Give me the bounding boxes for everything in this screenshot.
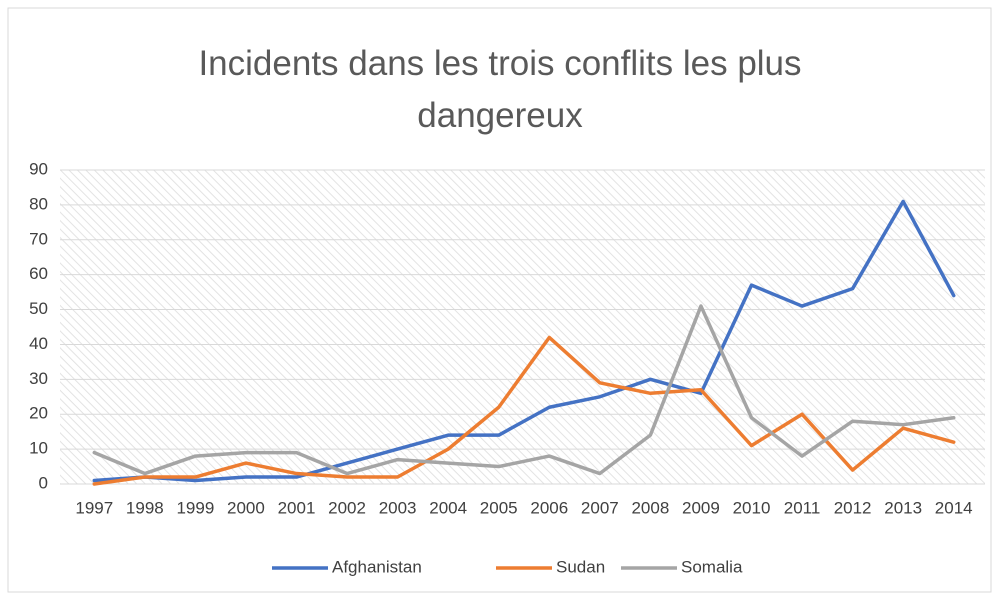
legend-label: Afghanistan: [332, 557, 422, 576]
x-tick-label: 2004: [429, 498, 467, 517]
legend-label: Somalia: [681, 557, 743, 576]
y-tick-label: 40: [29, 334, 48, 353]
data-line: [92, 335, 956, 486]
x-tick-label: 2014: [935, 498, 973, 517]
x-tick-label: 2013: [884, 498, 922, 517]
y-tick-label: 20: [29, 404, 48, 423]
x-tick-label: 2009: [682, 498, 720, 517]
x-tick-label: 2010: [733, 498, 771, 517]
x-tick-label: 2001: [278, 498, 316, 517]
data-line: [92, 199, 956, 483]
x-tick-label: 2007: [581, 498, 619, 517]
y-tick-label: 70: [29, 229, 48, 248]
y-tick-label: 30: [29, 369, 48, 388]
legend-label: Sudan: [556, 557, 605, 576]
y-tick-label: 10: [29, 439, 48, 458]
y-tick-label: 80: [29, 194, 48, 213]
x-tick-label: 2011: [784, 498, 821, 517]
x-tick-label: 2006: [530, 498, 568, 517]
x-tick-label: 2005: [480, 498, 518, 517]
x-tick-label: 2000: [227, 498, 265, 517]
x-tick-label: 1999: [176, 498, 214, 517]
x-tick-label: 1997: [75, 498, 113, 517]
y-tick-label: 50: [29, 299, 48, 318]
x-tick-label: 2008: [631, 498, 669, 517]
y-tick-label: 90: [29, 159, 48, 178]
x-tick-label: 2002: [328, 498, 366, 517]
chart-title: Incidents dans les trois conflits les pl…: [198, 44, 802, 135]
x-tick-label: 2012: [834, 498, 872, 517]
x-tick-label: 1998: [126, 498, 164, 517]
chart-border: [7, 7, 992, 593]
y-tick-label: 60: [29, 264, 48, 283]
x-tick-label: 2003: [379, 498, 417, 517]
data-line: [92, 304, 956, 476]
plot-background: [60, 170, 985, 484]
y-tick-label: 0: [39, 473, 48, 492]
